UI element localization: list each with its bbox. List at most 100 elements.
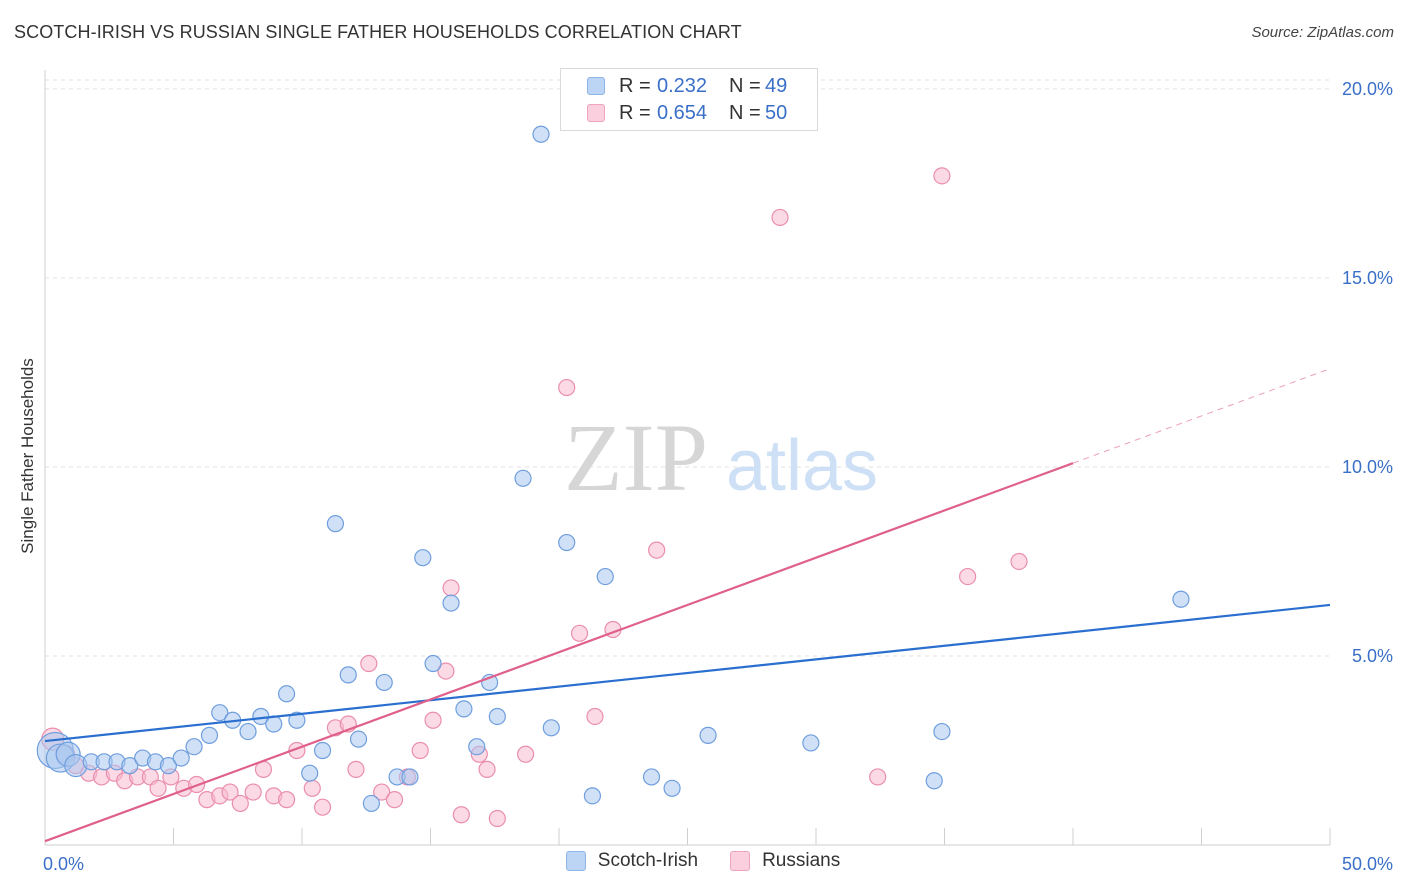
scotch-irish-point [1172, 590, 1190, 608]
scotch-irish-point [925, 772, 943, 790]
russians-point [303, 779, 321, 797]
watermark-atlas: atlas [726, 426, 878, 506]
scotch-irish-point [277, 685, 296, 703]
n-value: 49 [765, 74, 788, 97]
russians-point [424, 711, 442, 729]
r-label: R = [619, 101, 651, 124]
scotch-irish-point [596, 567, 614, 586]
n-label: N = [729, 74, 761, 97]
y-tick-label: 20.0% [1342, 79, 1393, 99]
scotch-irish-point [699, 726, 717, 744]
russians-point [452, 806, 470, 824]
scotch-irish-point [401, 768, 419, 786]
trend-lines [44, 368, 1331, 843]
axes [44, 70, 1331, 846]
scotch-irish-point [288, 711, 306, 729]
scotch-irish-point [642, 768, 661, 786]
x-tick-label: 0.0% [43, 854, 84, 874]
n-label: N = [729, 101, 761, 124]
russians-point [478, 760, 496, 778]
legend-label: Scotch-Irish [597, 850, 699, 871]
scotch-irish-swatch [587, 77, 605, 95]
r-label: R = [619, 74, 651, 97]
scotch-irish-point [211, 704, 229, 722]
scotch-irish-point [159, 757, 177, 775]
scotch-irish-point [349, 730, 368, 748]
russians-point [586, 707, 604, 726]
stats-row-russians: R = 0.654 N = 50 [587, 100, 787, 126]
russians-point [385, 791, 404, 809]
russians-point [648, 541, 666, 559]
scotch-irish-point [375, 673, 393, 692]
scotch-irish-point [514, 469, 532, 487]
data-points [36, 125, 1190, 828]
scotch-irish-point [488, 707, 506, 726]
scotch-irish-point [542, 719, 560, 737]
russians-point [933, 167, 951, 185]
scotch-irish-trend-line [44, 603, 1331, 743]
russians-point [1010, 552, 1028, 571]
scotch-irish-point [532, 125, 550, 143]
russians-point [570, 624, 589, 642]
russians-point [360, 654, 378, 673]
scotch-irish-point [468, 738, 486, 756]
scotch-irish-point [442, 594, 460, 612]
stats-legend: R = 0.232 N = 49 R = 0.654 N = 50 [560, 68, 818, 131]
russians-point [347, 760, 365, 778]
russians-point [277, 791, 296, 809]
r-value: 0.232 [657, 74, 708, 97]
scotch-irish-point [313, 741, 332, 760]
scotch-irish-point [121, 757, 139, 775]
russians-trend-line-extension [1072, 368, 1331, 464]
legend-item-russians[interactable]: Russians [730, 850, 840, 872]
scotch-irish-legend-swatch [565, 851, 586, 871]
russians-point [437, 662, 455, 680]
grid-lines [45, 79, 1330, 657]
chart-title: SCOTCH-IRISH VS RUSSIAN SINGLE FATHER HO… [14, 22, 742, 42]
scotch-irish-point [414, 549, 432, 567]
scotch-irish-point [301, 764, 319, 782]
scotch-irish-point [339, 666, 357, 684]
scotch-irish-point [326, 515, 345, 533]
scotch-irish-point [663, 779, 681, 797]
russians-point [442, 579, 460, 597]
tick-labels: 5.0% 10.0% 15.0% 20.0% 0.0% 50.0% [43, 79, 1393, 874]
scotch-irish-point [583, 787, 602, 805]
russians-swatch [587, 104, 605, 122]
y-axis-label: Single Father Households [18, 358, 37, 554]
n-value: 50 [765, 101, 788, 124]
y-tick-label: 15.0% [1342, 268, 1393, 288]
scotch-irish-point [362, 794, 380, 813]
y-tick-label: 10.0% [1342, 457, 1393, 477]
russians-point [959, 567, 977, 586]
scotch-irish-point [933, 722, 951, 741]
russians-point [869, 768, 887, 786]
scotch-irish-point [424, 654, 442, 673]
r-value: 0.654 [657, 101, 708, 124]
y-tick-label: 5.0% [1352, 646, 1393, 666]
russians-point [411, 741, 429, 760]
watermark-zip: ZIP [564, 404, 708, 511]
x-tick-label: 50.0% [1342, 854, 1393, 874]
stats-row-scotch-irish: R = 0.232 N = 49 [587, 73, 787, 99]
scotch-irish-point [200, 726, 219, 744]
russians-legend-swatch [730, 851, 751, 871]
scotch-irish-point [558, 533, 576, 552]
scotch-irish-point [172, 749, 190, 767]
scotch-irish-point [455, 700, 473, 718]
scotch-irish-point [239, 722, 257, 741]
scotch-irish-point [185, 738, 203, 756]
russians-point [149, 779, 167, 797]
legend-item-scotch-irish[interactable]: Scotch-Irish [565, 850, 699, 872]
russians-trend-line [44, 462, 1074, 843]
russians-point [488, 809, 506, 828]
legend-label: Russians [762, 850, 841, 871]
russians-point [244, 783, 262, 801]
russians-point [373, 783, 391, 801]
watermark: ZIP atlas [564, 404, 878, 511]
russians-point [516, 745, 535, 763]
russians-point [231, 794, 249, 813]
russians-point [558, 378, 576, 397]
russians-point [221, 783, 239, 801]
